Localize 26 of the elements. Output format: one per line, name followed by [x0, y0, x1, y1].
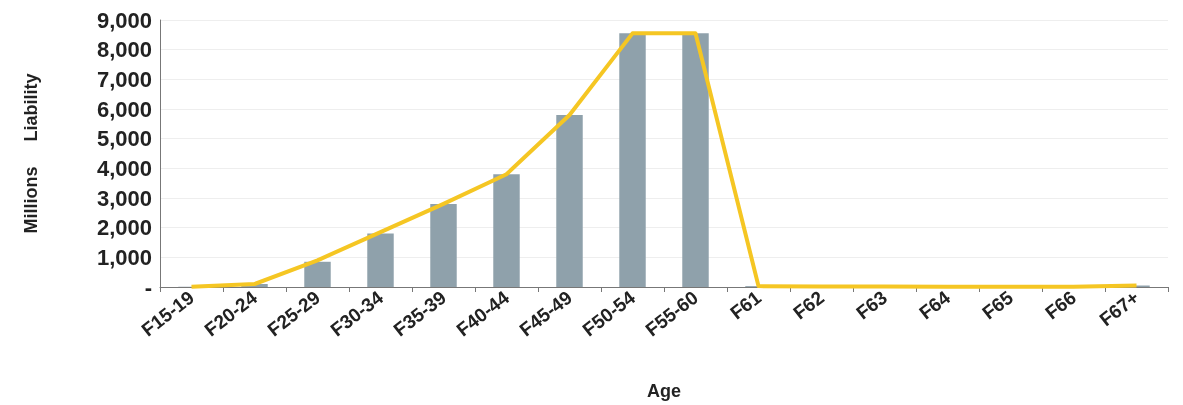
x-tick-label: F61	[726, 286, 766, 324]
y-tick-label: 8,000	[96, 37, 152, 63]
y-tick-label: 6,000	[96, 96, 152, 122]
x-tick-label: F65	[978, 286, 1018, 324]
x-axis-title: Age	[646, 381, 682, 401]
y-axis-title: Millions Liability	[21, 73, 41, 234]
bar	[430, 203, 457, 287]
y-tick-label: 5,000	[96, 126, 152, 152]
y-tick-label: 2,000	[96, 215, 152, 241]
y-tick-label: 1,000	[96, 244, 152, 270]
y-tick-label: -	[144, 274, 152, 300]
bar	[367, 233, 394, 287]
y-tick-label: 9,000	[96, 7, 152, 33]
y-tick-label: 7,000	[96, 66, 152, 92]
bar	[493, 174, 520, 287]
x-tick-label: F67+	[1095, 286, 1143, 331]
bar	[556, 114, 583, 287]
x-tick-label: F66	[1041, 286, 1080, 324]
bar	[682, 33, 709, 287]
x-tick-label: F64	[915, 286, 955, 324]
x-tick-label: F62	[789, 286, 828, 324]
bar	[619, 33, 646, 287]
y-tick-label: 4,000	[96, 155, 152, 181]
y-tick-label: 3,000	[96, 185, 152, 211]
x-tick-label: F63	[852, 286, 891, 324]
bar	[304, 261, 331, 287]
